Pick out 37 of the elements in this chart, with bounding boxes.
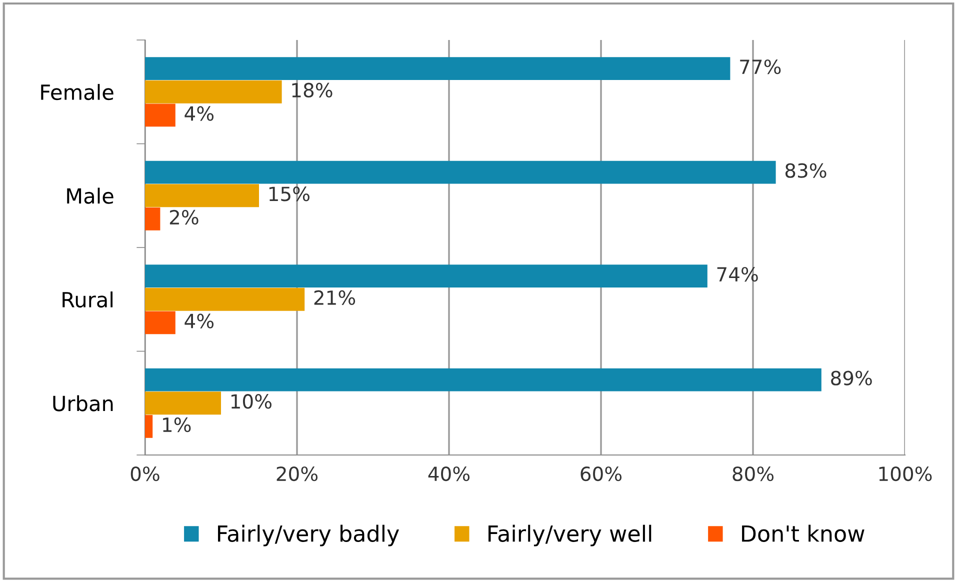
data-label: 2%: [170, 210, 198, 225]
data-label: 21%: [314, 290, 356, 306]
bar: [145, 264, 708, 288]
bar: [145, 415, 153, 438]
data-label: 77%: [740, 59, 781, 74]
data-label: 74%: [717, 266, 758, 282]
x-tick-label: 40%: [428, 466, 470, 482]
y-tick-label: Urban: [53, 395, 113, 412]
x-tick-label: 20%: [276, 466, 318, 482]
bar: [145, 184, 259, 208]
x-tick-label: 80%: [732, 466, 774, 482]
bar: [145, 208, 160, 230]
bar: [145, 80, 282, 104]
data-label: 89%: [831, 370, 872, 386]
data-label: 15%: [269, 186, 310, 202]
bar: [145, 57, 730, 80]
data-label: 1%: [163, 417, 191, 432]
x-tick-label: 0%: [130, 466, 160, 482]
bar: [145, 311, 176, 334]
y-tick-label: Rural: [62, 291, 112, 308]
x-tick-label: 60%: [580, 466, 622, 482]
bar: [145, 368, 822, 392]
y-tick-label: Female: [41, 84, 114, 100]
y-tick-label: Male: [67, 188, 114, 204]
x-tick-label: 100%: [879, 466, 932, 482]
legend-label: Don't know: [742, 524, 864, 542]
bar: [145, 392, 221, 415]
legend-label: Fairly/very badly: [218, 524, 400, 546]
bar: [145, 104, 176, 127]
bar: [145, 160, 776, 184]
bar: [145, 288, 305, 311]
data-label: 10%: [231, 394, 272, 409]
legend-label: Fairly/very well: [488, 524, 652, 546]
data-label: 18%: [292, 82, 332, 98]
data-label: 4%: [184, 314, 214, 328]
data-label: 83%: [785, 163, 826, 178]
data-label: 4%: [184, 106, 214, 121]
